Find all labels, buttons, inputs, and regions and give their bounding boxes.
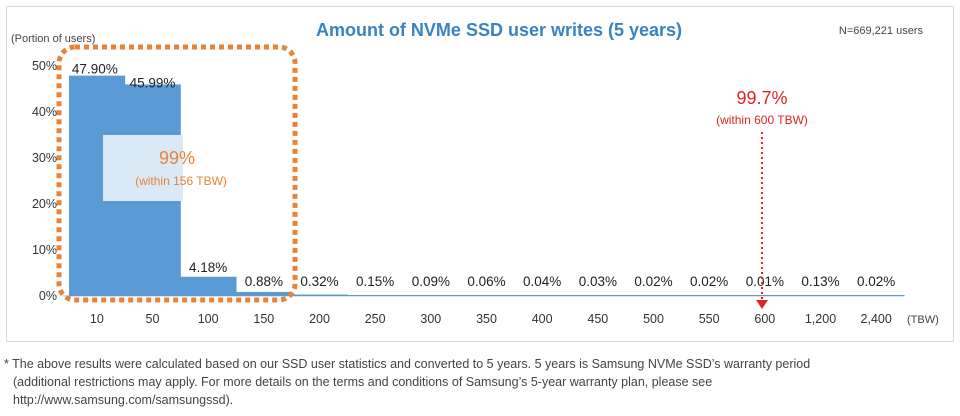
bar-value-label: 45.99% xyxy=(130,76,176,91)
x-tick-label: 100 xyxy=(198,312,219,326)
bar-chart: Amount of NVMe SSD user writes (5 years)… xyxy=(11,20,939,326)
footnote: * The above results were calculated base… xyxy=(4,355,950,409)
bar xyxy=(848,295,905,296)
bar-value-label: 0.15% xyxy=(356,274,394,289)
y-axis-label: (Portion of users) xyxy=(11,33,95,45)
annotation-997-arrowhead xyxy=(756,300,768,309)
bar-value-label: 0.09% xyxy=(412,274,450,289)
bar xyxy=(514,295,571,296)
annotation-997-value: 99.7% xyxy=(736,88,787,108)
x-tick-label: 2,400 xyxy=(861,312,892,326)
bar xyxy=(458,295,515,296)
y-tick-label: 50% xyxy=(32,59,57,73)
footnote-line-2: (additional restrictions may apply. For … xyxy=(13,375,713,389)
bar xyxy=(347,295,404,296)
x-tick-label: 550 xyxy=(699,312,720,326)
x-axis-unit: (TBW) xyxy=(907,314,939,326)
y-tick-label: 20% xyxy=(32,197,57,211)
bar-value-label: 0.01% xyxy=(746,274,784,289)
bar-value-label: 0.32% xyxy=(300,274,338,289)
footnote-line-1: * The above results were calculated base… xyxy=(4,357,811,371)
x-tick-label: 150 xyxy=(253,312,274,326)
bar xyxy=(236,291,293,296)
footnote-line-3: http://www.samsung.com/samsungssd). xyxy=(13,393,234,407)
bar-value-label: 0.02% xyxy=(690,274,728,289)
x-tick-label: 200 xyxy=(309,312,330,326)
bar xyxy=(625,295,682,296)
bar xyxy=(180,276,237,296)
x-tick-label: 500 xyxy=(643,312,664,326)
annotation-99-box xyxy=(103,135,183,201)
bar xyxy=(792,295,849,296)
annotation-997-note: (within 600 TBW) xyxy=(716,113,808,127)
bar xyxy=(681,295,738,296)
annotation-99-value: 99% xyxy=(159,148,195,168)
bar-value-label: 0.06% xyxy=(467,274,505,289)
x-tick-label: 250 xyxy=(365,312,386,326)
x-tick-label: 10 xyxy=(90,312,104,326)
bar-value-label: 4.18% xyxy=(189,260,227,275)
bar-value-label: 0.03% xyxy=(579,274,617,289)
chart-title: Amount of NVMe SSD user writes (5 years) xyxy=(316,20,682,40)
highlight-dotted-frame xyxy=(56,44,298,303)
bar-value-label: 0.13% xyxy=(801,274,839,289)
annotation-99-note: (within 156 TBW) xyxy=(135,174,227,188)
x-tick-label: 1,200 xyxy=(805,312,836,326)
sample-size: N=669,221 users xyxy=(839,25,924,37)
bar-value-label: 0.88% xyxy=(245,274,283,289)
x-tick-label: 600 xyxy=(754,312,775,326)
bar xyxy=(570,295,627,296)
x-tick-label: 350 xyxy=(476,312,497,326)
x-tick-label: 450 xyxy=(587,312,608,326)
bar-value-label: 0.04% xyxy=(523,274,561,289)
y-tick-label: 40% xyxy=(32,105,57,119)
y-tick-label: 10% xyxy=(32,243,57,257)
bar xyxy=(291,294,348,296)
bar-value-label: 0.02% xyxy=(857,274,895,289)
bar xyxy=(403,295,460,296)
x-tick-label: 400 xyxy=(532,312,553,326)
y-tick-label: 30% xyxy=(32,151,57,165)
y-tick-label: 0% xyxy=(39,289,57,303)
x-tick-label: 50 xyxy=(146,312,160,326)
chart-frame: Amount of NVMe SSD user writes (5 years)… xyxy=(6,6,954,342)
bar-value-label: 47.90% xyxy=(72,62,118,77)
bar xyxy=(737,295,794,296)
bar-value-label: 0.02% xyxy=(634,274,672,289)
x-tick-label: 300 xyxy=(420,312,441,326)
